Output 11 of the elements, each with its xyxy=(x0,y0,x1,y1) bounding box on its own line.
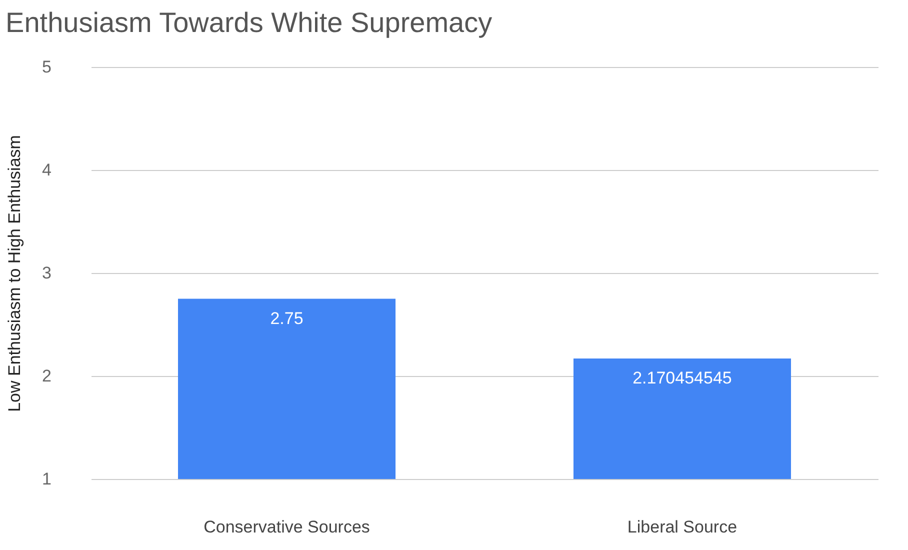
y-tick-label: 5 xyxy=(42,58,52,76)
x-tick-label: Conservative Sources xyxy=(204,518,370,536)
x-tick-label: Liberal Source xyxy=(627,518,738,536)
chart-title: Enthusiasm Towards White Supremacy xyxy=(6,7,492,38)
y-tick-label: 2 xyxy=(42,366,52,386)
y-tick-label: 3 xyxy=(42,264,52,282)
y-tick-label: 4 xyxy=(42,160,52,180)
y-tick-label: 1 xyxy=(42,470,52,488)
y-axis-title: Low Enthusiasm to High Enthusiasm xyxy=(5,135,24,412)
data-label: 2.75 xyxy=(270,308,304,328)
data-label: 2.170454545 xyxy=(632,368,732,388)
